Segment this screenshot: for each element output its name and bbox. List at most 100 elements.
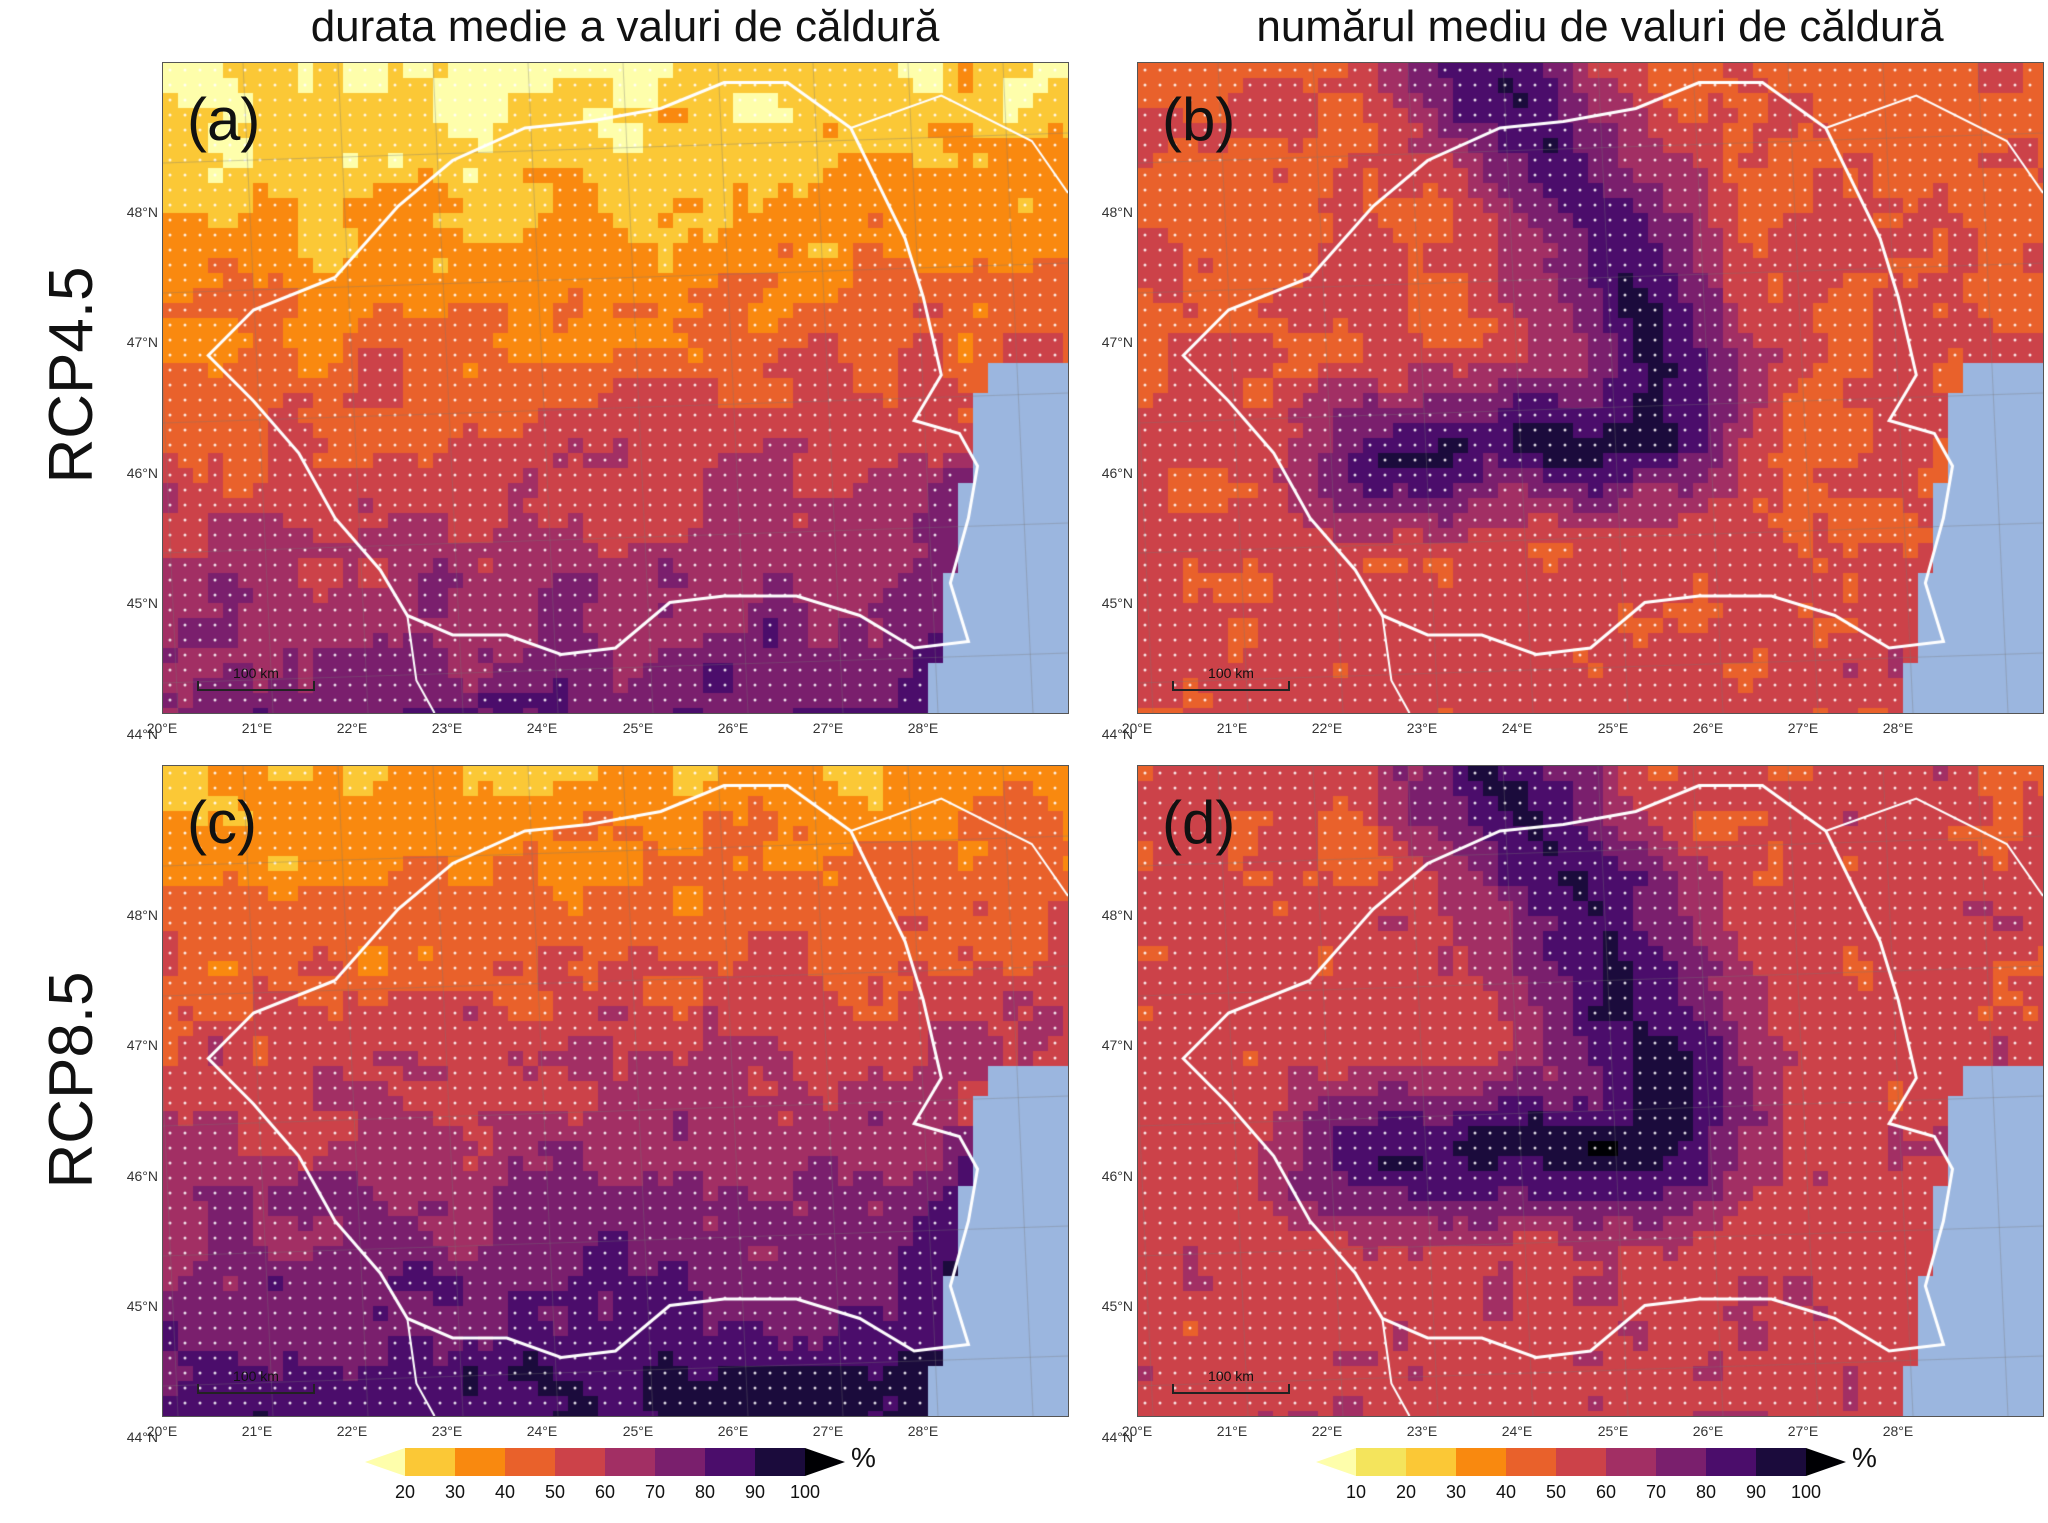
colorbar-tick-label: 40 [1495, 1482, 1517, 1502]
lon-tick-label: 21°E [241, 720, 273, 736]
panel-label: (d) [1162, 789, 1236, 856]
lon-tick-label: 20°E [146, 720, 178, 736]
lat-tick-label: 48°N [126, 907, 158, 923]
colorbar-segment [405, 1448, 455, 1476]
map-panel-b: (b) 100 km [1137, 62, 2044, 714]
colorbar-segment [1506, 1448, 1556, 1476]
scale-bar: 100 km [197, 665, 315, 691]
colorbar-extend-low [365, 1448, 405, 1476]
colorbar-segment [1606, 1448, 1656, 1476]
colorbar-segment [755, 1448, 805, 1476]
colorbar-tick-label: 70 [1645, 1482, 1667, 1502]
lon-tick-label: 26°E [1692, 720, 1724, 736]
scale-bar: 100 km [1172, 665, 1290, 691]
colorbar-tick-label: 30 [1445, 1482, 1467, 1502]
colorbar-tick-label: 70 [644, 1482, 666, 1502]
heatmap-grid [1138, 766, 2043, 1416]
panel-label: (a) [187, 86, 261, 153]
lon-tick-label: 27°E [812, 1423, 844, 1439]
colorbar-segment [1706, 1448, 1756, 1476]
lon-tick-label: 24°E [1501, 720, 1533, 736]
colorbar-tick-label: 40 [494, 1482, 516, 1502]
lat-tick-label: 46°N [1101, 465, 1133, 481]
lon-tick-label: 25°E [1597, 720, 1629, 736]
lat-tick-label: 44°N [1101, 726, 1133, 742]
scale-bar-label: 100 km [233, 665, 279, 681]
colorbar-tick-label: 30 [444, 1482, 466, 1502]
lon-tick-label: 25°E [1597, 1423, 1629, 1439]
lon-tick-label: 20°E [1121, 1423, 1153, 1439]
lon-tick-label: 27°E [1787, 1423, 1819, 1439]
colorbar-segment [1456, 1448, 1506, 1476]
scale-bar: 100 km [1172, 1368, 1290, 1394]
lat-tick-label: 47°N [1101, 1037, 1133, 1053]
scale-bar: 100 km [197, 1368, 315, 1394]
lon-tick-label: 20°E [146, 1423, 178, 1439]
lat-tick-label: 47°N [126, 1037, 158, 1053]
lon-tick-label: 24°E [1501, 1423, 1533, 1439]
lon-tick-label: 21°E [241, 1423, 273, 1439]
colorbar-tick-label: 10 [1345, 1482, 1367, 1502]
lon-tick-label: 21°E [1216, 1423, 1248, 1439]
colorbar-segment [1406, 1448, 1456, 1476]
colorbar-tick-label: 80 [1695, 1482, 1717, 1502]
colorbar-extend-high [1806, 1448, 1846, 1476]
colorbar-segment [555, 1448, 605, 1476]
colorbar-segment [505, 1448, 555, 1476]
panel-label: (c) [187, 789, 257, 856]
colorbar-extend-low [1316, 1448, 1356, 1476]
map-panel-d: (d) 100 km [1137, 765, 2044, 1417]
colorbar-segment [1556, 1448, 1606, 1476]
colorbar-segment [455, 1448, 505, 1476]
lat-tick-label: 44°N [126, 1429, 158, 1445]
lon-tick-label: 22°E [336, 1423, 368, 1439]
lon-tick-label: 28°E [907, 1423, 939, 1439]
lon-tick-label: 28°E [907, 720, 939, 736]
lat-tick-label: 45°N [126, 595, 158, 611]
lon-tick-label: 27°E [812, 720, 844, 736]
lon-tick-label: 25°E [622, 720, 654, 736]
left-column-title: durata medie a valuri de căldură [310, 2, 940, 51]
colorbar-segment [1756, 1448, 1806, 1476]
colorbar-duration: % 20 30 40 50 60 70 80 90 100 [365, 1442, 876, 1502]
colorbar-tick-label: 100 [1790, 1482, 1822, 1502]
lat-tick-label: 47°N [1101, 334, 1133, 350]
right-column-title: numărul mediu de valuri de căldură [1256, 2, 1944, 51]
lat-tick-label: 45°N [1101, 1298, 1133, 1314]
lat-tick-label: 45°N [126, 1298, 158, 1314]
lon-tick-label: 22°E [336, 720, 368, 736]
lon-tick-label: 24°E [526, 1423, 558, 1439]
lon-tick-label: 26°E [717, 720, 749, 736]
heatmap-grid [1138, 63, 2043, 713]
colorbar-tick-label: 50 [544, 1482, 566, 1502]
scale-bar-label: 100 km [1208, 665, 1254, 681]
colorbar-number: % 10 20 30 40 50 60 70 80 90 100 [1316, 1442, 1877, 1502]
colorbar-segment [705, 1448, 755, 1476]
colorbar-tick-label: 60 [594, 1482, 616, 1502]
panel-label: (b) [1162, 86, 1236, 153]
colorbar-tick-label: 20 [394, 1482, 416, 1502]
lon-tick-label: 28°E [1882, 1423, 1914, 1439]
colorbar-tick-label: 80 [694, 1482, 716, 1502]
lon-tick-label: 24°E [526, 720, 558, 736]
colorbar-tick-label: 90 [1745, 1482, 1767, 1502]
lon-tick-label: 22°E [1311, 720, 1343, 736]
lat-tick-label: 44°N [1101, 1429, 1133, 1445]
lat-tick-label: 45°N [1101, 595, 1133, 611]
colorbar-segment [1656, 1448, 1706, 1476]
lon-tick-label: 26°E [1692, 1423, 1724, 1439]
heatmap-grid [163, 63, 1068, 713]
lon-tick-label: 20°E [1121, 720, 1153, 736]
colorbar-tick-label: 90 [744, 1482, 766, 1502]
lon-tick-label: 26°E [717, 1423, 749, 1439]
colorbar-tick-label: 20 [1395, 1482, 1417, 1502]
lon-tick-label: 27°E [1787, 720, 1819, 736]
lat-tick-label: 44°N [126, 726, 158, 742]
colorbar-segment [655, 1448, 705, 1476]
lon-tick-label: 21°E [1216, 720, 1248, 736]
lon-tick-label: 23°E [1406, 720, 1438, 736]
lat-tick-label: 46°N [126, 465, 158, 481]
map-panel-c: (c) 100 km [162, 765, 1069, 1417]
row-label-rcp85: RCP8.5 [37, 971, 106, 1189]
heatmap-grid [163, 766, 1068, 1416]
